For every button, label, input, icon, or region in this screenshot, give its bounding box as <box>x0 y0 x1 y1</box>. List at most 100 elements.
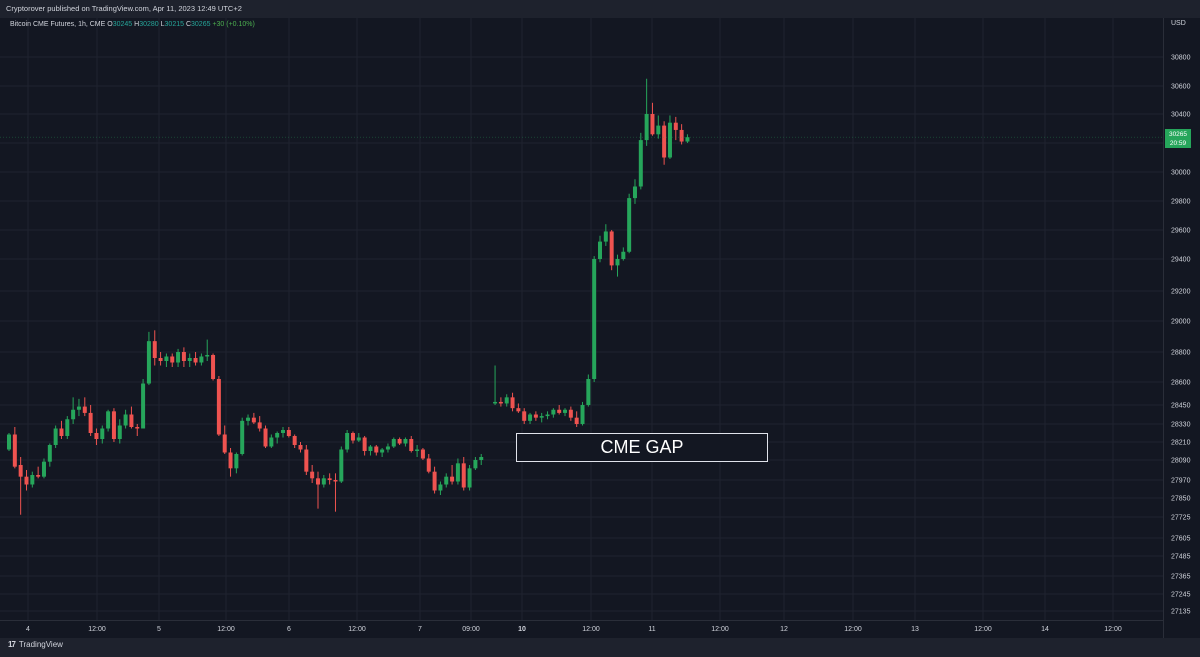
legend-symbol: Bitcoin CME Futures, 1h, CME <box>10 21 106 28</box>
candle-body <box>455 463 460 482</box>
tradingview-brand[interactable]: 17 TradingView <box>8 640 63 649</box>
candle-body <box>473 460 478 469</box>
candle-body <box>100 428 105 439</box>
time-tick-label: 5 <box>157 626 161 633</box>
candle-body <box>158 358 163 361</box>
candle-body <box>310 471 315 479</box>
candle-body <box>586 379 591 405</box>
candle-body <box>621 251 626 259</box>
candle-body <box>522 411 527 421</box>
last-price-tag: 30265 20:59 <box>1165 129 1191 148</box>
price-tick-label: 29400 <box>1171 257 1191 264</box>
legend-low-label: L <box>160 21 165 28</box>
candle-body <box>403 439 408 444</box>
legend-low-value: 30215 <box>164 21 184 28</box>
time-tick-label: 12:00 <box>217 626 235 633</box>
price-tick-label: 27485 <box>1171 554 1191 561</box>
candle-body <box>397 439 402 444</box>
cme-gap-annotation[interactable]: CME GAP <box>516 433 768 462</box>
price-tick-label: 30600 <box>1171 84 1191 91</box>
candle-body <box>438 484 443 491</box>
candle-body <box>234 454 239 469</box>
candle-body <box>574 417 579 424</box>
candle-body <box>627 198 632 252</box>
candle-body <box>47 445 52 462</box>
price-tick-label: 29600 <box>1171 228 1191 235</box>
candle-body <box>298 445 303 450</box>
time-tick-label: 13 <box>911 626 919 633</box>
currency-label[interactable]: USD <box>1171 20 1186 27</box>
candle-body <box>321 478 326 485</box>
price-tick-label: 30800 <box>1171 55 1191 62</box>
legend-change: +30 (+0.10%) <box>212 21 255 28</box>
candle-body <box>385 446 390 450</box>
candle-body <box>275 433 280 438</box>
price-tick-label: 27605 <box>1171 536 1191 543</box>
price-tick-label: 28330 <box>1171 422 1191 429</box>
candle-body <box>30 475 35 485</box>
bar-countdown: 20:59 <box>1169 140 1187 147</box>
candle-body <box>36 475 41 477</box>
time-tick-label: 10 <box>518 626 526 633</box>
candle-body <box>461 463 466 488</box>
time-tick-label: 12 <box>780 626 788 633</box>
price-tick-label: 28800 <box>1171 350 1191 357</box>
legend-high-label: H <box>134 21 140 28</box>
candle-body <box>539 416 544 418</box>
candle-body <box>152 341 157 358</box>
candle-body <box>504 397 509 404</box>
candle-body <box>257 422 262 429</box>
candle-body <box>603 231 608 242</box>
candle-body <box>76 406 81 410</box>
candle-body <box>592 259 597 379</box>
time-tick-label: 12:00 <box>348 626 366 633</box>
price-tick-label: 27970 <box>1171 478 1191 485</box>
legend-open-label: O <box>107 21 113 28</box>
publish-line: Cryptorover published on TradingView.com… <box>6 4 242 13</box>
candle-body <box>510 397 515 409</box>
candle-body <box>609 231 614 266</box>
legend-open-value: 30245 <box>112 21 133 28</box>
price-tick-label: 27725 <box>1171 515 1191 522</box>
candle-body <box>251 417 256 423</box>
candle-body <box>281 430 286 433</box>
price-tick-label: 28210 <box>1171 440 1191 447</box>
candle-body <box>432 471 437 491</box>
candle-body <box>380 449 385 453</box>
candle-body <box>479 457 484 460</box>
price-tick-label: 27850 <box>1171 496 1191 503</box>
candle-body <box>269 437 274 447</box>
candle-body <box>598 241 602 259</box>
candle-body <box>123 414 128 426</box>
candle-body <box>638 140 643 187</box>
candle-body <box>7 434 11 450</box>
candle-body <box>135 427 140 429</box>
candle-body <box>228 452 233 469</box>
price-tick-label: 29200 <box>1171 289 1191 296</box>
candle-body <box>667 122 672 158</box>
candle-body <box>246 417 251 421</box>
candle-body <box>170 356 175 363</box>
candle-body <box>240 420 245 454</box>
time-tick-label: 12:00 <box>582 626 600 633</box>
candle-body <box>263 428 268 447</box>
candle-body <box>498 401 503 404</box>
candle-body <box>493 401 498 404</box>
price-tick-label: 30000 <box>1171 170 1191 177</box>
candle-body <box>557 409 562 413</box>
candle-body <box>426 458 431 472</box>
candle-body <box>141 383 146 429</box>
candle-body <box>146 341 151 384</box>
legend-close-value: 30265 <box>191 21 211 28</box>
candle-body <box>59 428 64 436</box>
candle-body <box>656 125 661 135</box>
price-tick-label: 28090 <box>1171 458 1191 465</box>
candle-body <box>41 461 46 477</box>
candle-body <box>24 476 29 485</box>
candle-body <box>685 137 690 142</box>
candle-body <box>18 465 23 477</box>
candle-body <box>315 478 320 485</box>
candle-body <box>176 352 181 363</box>
last-price: 30265 <box>1168 131 1188 138</box>
